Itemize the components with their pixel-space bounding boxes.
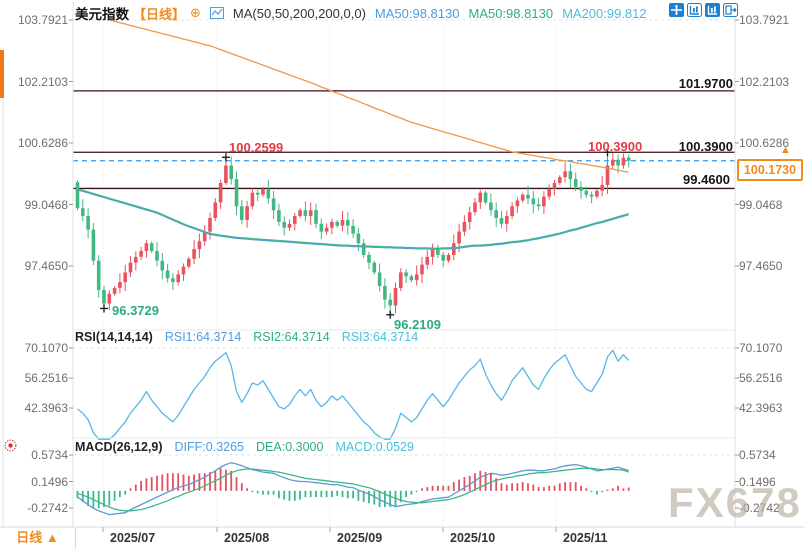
axis-scale-icon[interactable] xyxy=(687,3,702,17)
axis-tick-label: 103.7921 xyxy=(739,13,790,27)
axis-tick-label: 0.1496 xyxy=(739,474,776,489)
axis-tick-label: 99.0468 xyxy=(24,197,68,212)
ma50-value-blue: MA50:98.8130 xyxy=(374,5,460,21)
rsi3-value: RSI3:64.3714 xyxy=(341,330,419,344)
period-tag: 【日线】 xyxy=(133,6,186,22)
watermark: FX678 xyxy=(668,479,802,526)
rsi2-value: RSI2:64.3714 xyxy=(253,330,330,344)
axis-tick-label: 97.4650 xyxy=(24,259,68,273)
ma-settings-label: MA(50,50,200,200,0,0) xyxy=(232,5,366,21)
current-price-tag: 100.1730 xyxy=(737,159,803,181)
date-label: 2025/09 xyxy=(337,531,383,545)
axis-tick-label: -0.2742 xyxy=(739,501,780,515)
macd-settings-label: MACD(26,12,9) xyxy=(75,440,163,454)
macd-header: MACD(26,12,9) DIFF:0.3265 DEA:0.3000 MAC… xyxy=(75,440,414,454)
chart-toolbar xyxy=(669,3,738,17)
axis-tick-label: 99.0468 xyxy=(739,197,783,212)
collapse-panel-icon[interactable] xyxy=(723,3,738,17)
date-label: 2025/07 xyxy=(110,531,156,545)
rsi-settings-label: RSI(14,14,14) xyxy=(75,330,153,344)
chart-type-icon[interactable] xyxy=(209,7,224,19)
add-indicator-icon[interactable]: ⊕ xyxy=(190,5,201,20)
axis-tick-label: 0.1496 xyxy=(31,474,68,489)
red-sun-icon[interactable] xyxy=(3,438,18,453)
axis-tick-label: 102.2103 xyxy=(17,74,68,89)
axis-tick-label: 0.5734 xyxy=(739,448,776,462)
axis-tick-label: 100.6286 xyxy=(739,136,790,150)
side-panel-handle[interactable] xyxy=(0,50,4,98)
resistance-level-label: 101.9700 xyxy=(678,76,733,91)
axis-tick-label: 102.2103 xyxy=(739,74,790,89)
date-label: 2025/10 xyxy=(450,531,496,545)
crosshair-tool-icon[interactable] xyxy=(669,3,684,17)
chart-header: 美元指数 【日线】 ⊕ MA(50,50,200,200,0,0) MA50:9… xyxy=(75,3,647,23)
latest-price-arrow-icon[interactable]: ▲ xyxy=(780,144,791,156)
ma200-value: MA200:99.812 xyxy=(562,5,647,21)
axis-tick-label: 97.4650 xyxy=(739,259,783,273)
macd-value: MACD:0.0529 xyxy=(335,440,414,454)
date-label: 2025/08 xyxy=(224,531,270,545)
axis-tick-label: 70.1070 xyxy=(739,341,783,355)
axis-tick-label: 56.2516 xyxy=(739,371,783,385)
mid-level-label-red: 100.3900 xyxy=(588,139,643,154)
date-label: 2025/11 xyxy=(563,531,608,545)
macd-dea-value: DEA:0.3000 xyxy=(256,440,324,454)
low-july-annotation: 96.3729 xyxy=(112,303,159,318)
axis-tick-label: -0.2742 xyxy=(27,501,68,515)
axis-tick-label: 42.3963 xyxy=(24,401,68,415)
ma50-value-green: MA50:98.8130 xyxy=(468,5,554,21)
low-september-annotation: 96.2109 xyxy=(394,317,441,332)
symbol-title: 美元指数 xyxy=(75,7,129,22)
macd-diff-value: DIFF:0.3265 xyxy=(174,440,245,454)
axis-tick-label: 103.7921 xyxy=(17,13,68,27)
axis-tick-label: 100.6286 xyxy=(17,136,68,150)
axis-tick-label: 70.1070 xyxy=(24,341,68,355)
mid-level-label: 100.3900 xyxy=(678,139,733,154)
peak-price-annotation: 100.2599 xyxy=(229,140,284,155)
axis-tick-label: 56.2516 xyxy=(24,371,68,385)
rsi1-value: RSI1:64.3714 xyxy=(164,330,242,344)
rsi-header: RSI(14,14,14) RSI1:64.3714 RSI2:64.3714 … xyxy=(75,330,418,344)
axis-tick-label: 0.5734 xyxy=(31,448,68,462)
axis-tick-label: 42.3963 xyxy=(739,401,783,415)
period-selector[interactable]: 日线 ▲ xyxy=(0,528,76,549)
axis-scale-active-icon[interactable] xyxy=(705,3,720,17)
support-level-label: 99.4600 xyxy=(683,172,730,187)
